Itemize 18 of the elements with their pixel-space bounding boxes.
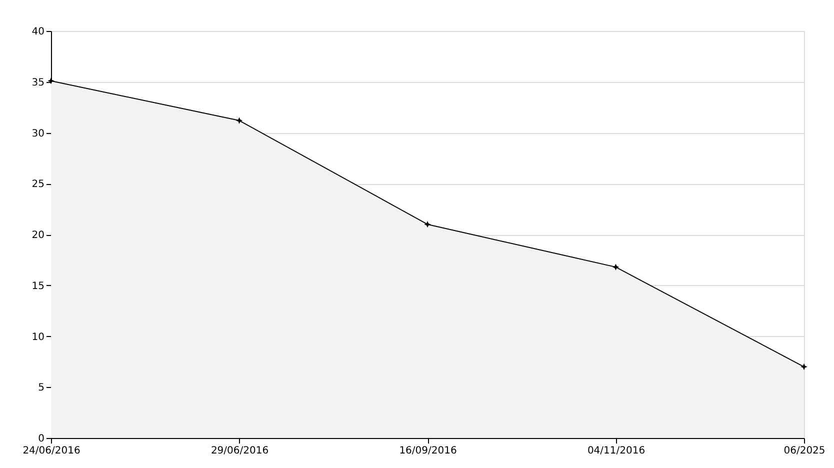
y-tick-label: 5 <box>38 382 44 394</box>
y-tick-label: 20 <box>32 230 44 241</box>
point <box>424 220 431 228</box>
y-tick-label: 40 <box>32 26 44 38</box>
x-tick-label: 06/2025 <box>784 446 826 456</box>
x-tick-label: 16/09/2016 <box>399 446 457 456</box>
y-tick-label: 15 <box>32 280 44 292</box>
y-tick-label: 25 <box>32 179 44 190</box>
x-tick-label: 04/11/2016 <box>587 446 646 456</box>
y-tick-label: 30 <box>32 128 44 140</box>
point <box>800 363 808 370</box>
y-tick-label: 0 <box>38 434 44 444</box>
x-tick-label: 24/06/2016 <box>22 446 80 456</box>
y-tick-label: 10 <box>32 332 44 343</box>
point <box>236 117 243 124</box>
x-tick-label: 29/06/2016 <box>210 446 269 456</box>
point <box>612 264 620 270</box>
y-tick-label: 35 <box>32 77 44 88</box>
